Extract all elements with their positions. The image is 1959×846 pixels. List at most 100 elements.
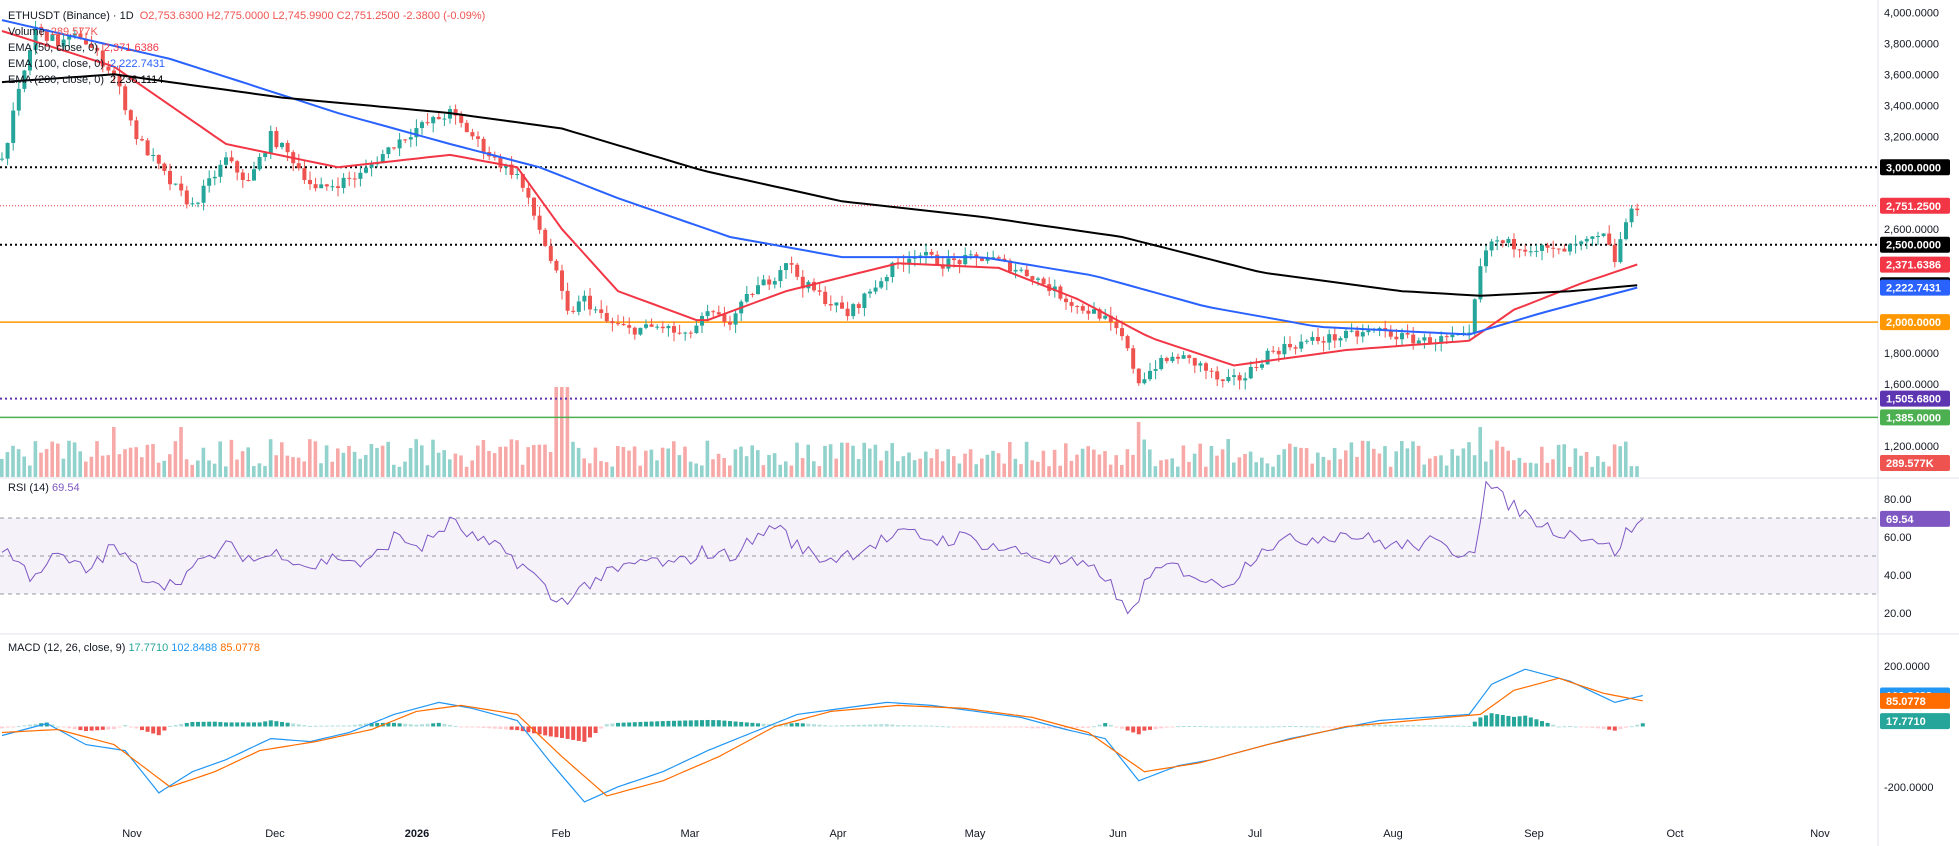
- macd-histogram-bar: [280, 721, 284, 727]
- volume-bar: [548, 451, 553, 477]
- candle-body: [0, 158, 4, 160]
- rsi-label[interactable]: RSI (14): [8, 482, 49, 494]
- candle-body: [459, 115, 464, 123]
- macd-histogram-bar: [621, 722, 626, 727]
- volume-bar: [1517, 457, 1522, 477]
- volume-bar: [1349, 442, 1354, 477]
- volume-label[interactable]: Volume: [8, 26, 45, 38]
- volume-bar: [453, 453, 458, 477]
- candle-body: [520, 173, 525, 188]
- macd-label[interactable]: MACD (12, 26, close, 9): [8, 642, 126, 654]
- volume-bar: [106, 455, 110, 477]
- candle-body: [1075, 305, 1080, 307]
- macd-histogram-bar: [453, 726, 458, 728]
- time-tick-label: Dec: [265, 828, 285, 840]
- macd-histogram-bar: [991, 726, 996, 728]
- macd-histogram-bar: [436, 722, 441, 727]
- volume-bar: [268, 439, 273, 477]
- macd-histogram-bar: [985, 726, 990, 728]
- badge-bg: [1880, 455, 1950, 471]
- macd-histogram-bar: [1612, 726, 1617, 731]
- macd-histogram-bar: [806, 723, 811, 727]
- macd-histogram-bar: [610, 723, 615, 727]
- volume-bar: [985, 454, 990, 477]
- candle-body: [341, 177, 346, 189]
- volume-bar: [901, 456, 906, 477]
- candle-body: [1030, 276, 1035, 280]
- macd-histogram-bar: [134, 726, 139, 729]
- candle-body: [246, 180, 251, 182]
- macd-histogram-bar: [1584, 726, 1589, 728]
- macd-histogram-bar: [968, 726, 973, 728]
- volume-bar: [1002, 463, 1006, 477]
- volume-bar: [632, 446, 637, 477]
- macd-histogram-bar: [1092, 726, 1096, 728]
- macd-histogram-bar: [470, 726, 475, 728]
- macd-histogram-bar: [1120, 726, 1124, 729]
- macd-histogram-bar: [1254, 726, 1259, 728]
- candle-body: [851, 304, 856, 317]
- macd-histogram-bar: [347, 725, 352, 727]
- candle-body: [408, 137, 413, 140]
- macd-signal-value: 85.0778: [220, 642, 260, 654]
- volume-bar: [896, 461, 900, 477]
- volume-bar: [1472, 455, 1477, 477]
- volume-bar: [1271, 466, 1275, 477]
- volume-bar: [1008, 442, 1012, 477]
- volume-bar: [162, 460, 166, 477]
- volume-bar: [1064, 443, 1068, 477]
- volume-bar: [1041, 450, 1046, 477]
- candle-body: [1254, 366, 1259, 368]
- macd-histogram-bar: [504, 726, 508, 730]
- macd-histogram-bar: [1086, 726, 1091, 728]
- candle-body: [873, 287, 878, 292]
- macd-histogram-bar: [1551, 724, 1556, 727]
- volume-bar: [1176, 466, 1180, 477]
- candle-body: [548, 245, 553, 261]
- candle-body: [1215, 371, 1220, 380]
- level-badge: 3,000.0000: [1880, 159, 1950, 176]
- macd-histogram-bar: [302, 725, 307, 727]
- volume-bar: [705, 440, 710, 477]
- macd-histogram-bar: [957, 726, 962, 728]
- badge-bg: [1880, 510, 1950, 527]
- candle-body: [179, 183, 184, 191]
- volume-bar: [313, 441, 318, 477]
- volume-bar: [1484, 461, 1488, 477]
- ohlc-values: O2,753.6300 H2,775.0000 L2,745.9900 C2,7…: [139, 10, 486, 22]
- macd-histogram-bar: [28, 724, 32, 727]
- candle-body: [1545, 245, 1550, 248]
- macd-histogram-bar: [1237, 726, 1242, 728]
- ema50-label[interactable]: EMA (50, close, 0): [8, 42, 98, 54]
- macd-histogram-bar: [750, 722, 755, 727]
- macd-histogram-bar: [677, 720, 682, 727]
- volume-bar: [1512, 460, 1516, 477]
- volume-bar: [352, 451, 357, 477]
- macd-histogram-bar: [1024, 726, 1029, 728]
- volume-bar: [39, 452, 43, 477]
- macd-line: [1, 668, 1643, 803]
- macd-histogram-bar: [100, 726, 105, 730]
- candle-body: [1355, 330, 1360, 337]
- macd-histogram-bar: [1164, 726, 1169, 728]
- macd-histogram-bar: [1321, 726, 1326, 728]
- macd-histogram-bar: [1640, 723, 1645, 727]
- ema100-label[interactable]: EMA (100, close, 0): [8, 58, 104, 70]
- macd-tick-label: -200.0000: [1884, 782, 1934, 794]
- volume-bar: [834, 458, 838, 477]
- volume-bar: [812, 461, 816, 477]
- volume-bar: [862, 442, 866, 477]
- macd-histogram-bar: [274, 721, 279, 727]
- candle-body: [784, 263, 788, 271]
- symbol-label[interactable]: ETHUSDT (Binance) · 1D: [8, 10, 134, 22]
- volume-bar: [1125, 449, 1130, 477]
- macd-histogram-bar: [565, 726, 570, 739]
- candle-body: [1528, 251, 1533, 253]
- candle-body: [347, 177, 352, 179]
- macd-histogram-bar: [308, 725, 312, 727]
- macd-histogram-bar: [851, 724, 856, 727]
- volume-bar: [22, 456, 26, 477]
- ema200-label[interactable]: EMA (200, close, 0): [8, 74, 104, 86]
- volume-bar: [1523, 462, 1527, 477]
